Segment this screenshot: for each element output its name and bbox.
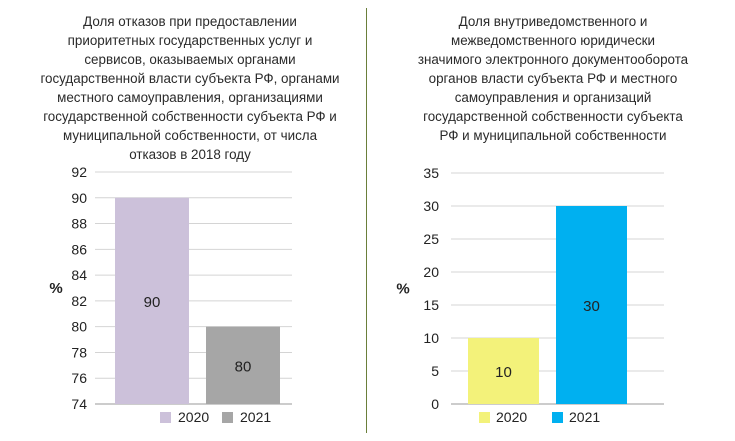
title-line: государственной собственности субъекта (423, 109, 683, 124)
bar-2021 (556, 206, 627, 404)
y-tick-label: 74 (71, 396, 87, 412)
chart-title-edm: Доля внутриведомственного и межведомстве… (383, 12, 723, 145)
y-tick-label: 76 (71, 370, 87, 386)
title-line: сервисов, оказываемых органами (84, 52, 296, 67)
y-tick-label: 30 (423, 198, 439, 214)
y-tick-label: 80 (71, 319, 87, 335)
y-tick-label: 90 (71, 190, 87, 206)
panel-divider (366, 8, 367, 433)
chart-panel-refusals: Доля отказов при предоставлении приорите… (0, 0, 362, 441)
y-tick-label: 88 (71, 216, 87, 232)
y-tick-label: 15 (423, 297, 439, 313)
y-tick-label: 78 (71, 344, 87, 360)
y-axis-label: % (396, 281, 409, 298)
data-label: 90 (144, 294, 161, 311)
chart-title-refusals: Доля отказов при предоставлении приорите… (40, 12, 340, 164)
title-line: Доля внутриведомственного и (458, 14, 648, 29)
bar-chart-refusals: 92 90 88 86 84 82 80 78 76 74% 90 80 2020 2021 (49, 164, 292, 425)
data-label: 80 (235, 358, 252, 375)
bar-2020 (115, 197, 189, 404)
title-line: муниципальной собственности, от числа (62, 128, 318, 143)
title-line: Доля отказов при предоставлении (83, 14, 297, 29)
legend-label: 2021 (569, 409, 600, 425)
title-line: местного самоуправления, организациями (57, 90, 323, 105)
legend-label: 2020 (178, 409, 209, 425)
y-tick-label: 84 (71, 267, 87, 283)
y-axis-label: % (49, 280, 62, 297)
bar-2020 (468, 338, 539, 404)
title-line: органов власти субъекта РФ и местного (428, 71, 678, 86)
y-tick-label: 86 (71, 241, 87, 257)
y-tick-label: 92 (71, 164, 87, 180)
title-line: приоритетных государственных услуг и (67, 33, 313, 48)
title-line: самоуправления и организаций (454, 90, 652, 105)
y-tick-label: 20 (423, 264, 439, 280)
y-tick-label: 5 (431, 363, 439, 379)
y-tick-label: 10 (423, 330, 439, 346)
data-label: 10 (495, 364, 512, 381)
legend-swatch (552, 412, 563, 423)
legend-swatch (222, 412, 233, 423)
legend-label: 2020 (496, 409, 527, 425)
y-tick-label: 35 (423, 165, 439, 181)
title-line: государственной собственности субъекта Р… (43, 109, 337, 124)
chart-panel-edm: Доля внутриведомственного и межведомстве… (369, 0, 735, 441)
y-tick-label: 82 (71, 293, 87, 309)
legend-swatch (479, 412, 490, 423)
y-tick-label: 25 (423, 231, 439, 247)
y-tick-label: 0 (431, 396, 439, 412)
bar-2021 (206, 326, 280, 404)
title-line: отказов в 2018 году (129, 147, 251, 162)
title-line: государственной власти субъекта РФ, орга… (40, 71, 340, 86)
title-line: межведомственного юридически (451, 33, 655, 48)
legend-label: 2021 (240, 409, 271, 425)
title-line: значимого электронного документооборота (417, 52, 689, 67)
title-line: РФ и муниципальной собственности (439, 128, 667, 143)
legend-swatch (160, 412, 171, 423)
bar-chart-edm: 35 30 25 20 15 10 5 0% 10 30 2020 2021 (396, 165, 664, 425)
data-label: 30 (583, 298, 600, 315)
